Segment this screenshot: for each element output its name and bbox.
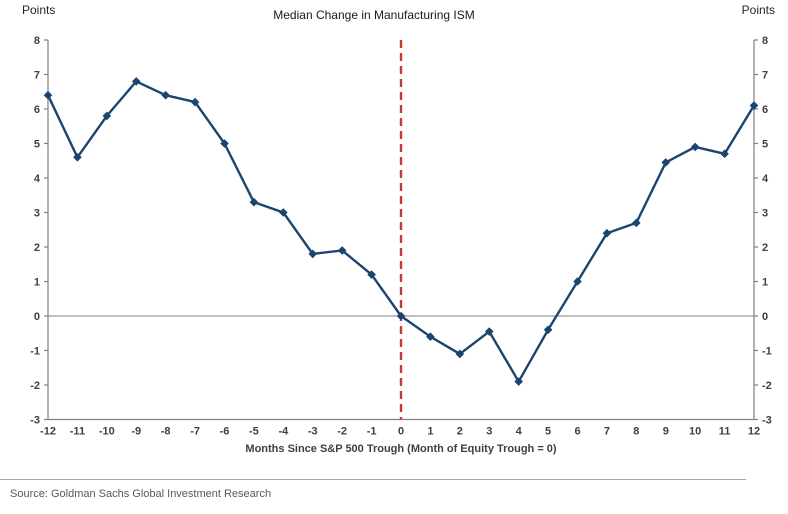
right-axis-tick-label: 1 bbox=[762, 277, 768, 289]
x-axis-tick-label: 6 bbox=[574, 426, 580, 438]
x-axis-tick-label: 1 bbox=[427, 426, 433, 438]
right-axis-tick-label: 3 bbox=[762, 208, 768, 220]
x-axis-tick-label: 4 bbox=[516, 426, 523, 438]
left-axis-tick-label: -2 bbox=[30, 380, 40, 392]
x-axis-tick-label: -1 bbox=[367, 426, 377, 438]
data-point-marker bbox=[308, 249, 318, 259]
data-point-marker bbox=[749, 101, 759, 110]
x-axis-tick-label: 5 bbox=[545, 426, 551, 438]
data-point-marker bbox=[632, 218, 641, 228]
x-axis-tick-label: 11 bbox=[719, 426, 731, 438]
left-axis-tick-label: -1 bbox=[30, 346, 40, 358]
x-axis-tick-label: -6 bbox=[220, 426, 230, 438]
x-axis-tick-label: -10 bbox=[99, 426, 115, 438]
x-axis-tick-label: -2 bbox=[337, 426, 347, 438]
x-axis-tick-label: 0 bbox=[398, 426, 404, 438]
x-axis-tick-label: -5 bbox=[249, 426, 259, 438]
right-axis-tick-label: 0 bbox=[762, 311, 768, 323]
x-axis-tick-label: 2 bbox=[457, 426, 463, 438]
data-point-marker bbox=[602, 228, 612, 238]
x-axis-tick-label: 3 bbox=[486, 426, 492, 438]
data-point-marker bbox=[73, 153, 82, 162]
data-point-marker bbox=[249, 197, 259, 207]
left-axis-tick-label: 8 bbox=[34, 35, 40, 47]
left-axis-tick-label: 4 bbox=[34, 173, 41, 185]
left-axis-tick-label: 2 bbox=[34, 242, 40, 254]
data-point-marker bbox=[220, 139, 229, 148]
data-point-marker bbox=[720, 149, 729, 159]
x-axis-tick-label: 10 bbox=[689, 426, 701, 438]
data-point-marker bbox=[543, 325, 553, 335]
right-axis-tick-label: 2 bbox=[762, 242, 768, 254]
left-axis-tick-label: 7 bbox=[34, 70, 40, 82]
data-point-marker bbox=[396, 311, 406, 321]
data-point-marker bbox=[131, 77, 141, 86]
x-axis-tick-label: 7 bbox=[604, 426, 610, 438]
data-point-marker bbox=[690, 142, 700, 152]
right-axis-tick-label: -1 bbox=[762, 346, 772, 358]
data-point-marker bbox=[279, 208, 288, 217]
data-point-marker bbox=[455, 349, 465, 359]
x-axis-tick-label: 12 bbox=[748, 426, 760, 438]
chart-title: Median Change in Manufacturing ISM bbox=[273, 8, 475, 22]
x-axis-tick-label: -7 bbox=[190, 426, 200, 438]
x-axis-tick-label: -3 bbox=[308, 426, 318, 438]
data-point-marker bbox=[367, 270, 376, 279]
right-axis-tick-label: 7 bbox=[762, 70, 768, 82]
right-axis-tick-label: -3 bbox=[762, 415, 772, 427]
data-point-marker bbox=[661, 158, 671, 167]
data-point-marker bbox=[161, 90, 170, 100]
x-axis-tick-label: -8 bbox=[161, 426, 171, 438]
left-axis-tick-label: 6 bbox=[34, 104, 40, 116]
data-point-marker bbox=[190, 97, 200, 107]
median-ism-change-line bbox=[46, 80, 756, 383]
footer-divider bbox=[0, 479, 746, 480]
data-point-marker bbox=[102, 111, 112, 121]
right-axis-tick-label: 5 bbox=[762, 139, 768, 151]
x-axis-tick-label: -9 bbox=[131, 426, 141, 438]
left-axis-units-label: Points bbox=[22, 3, 56, 17]
x-axis-tick-label: 9 bbox=[663, 426, 669, 438]
right-axis-tick-label: -2 bbox=[762, 380, 772, 392]
left-axis-tick-label: 1 bbox=[34, 277, 40, 289]
x-axis-tick-label: -11 bbox=[70, 426, 85, 438]
data-point-marker bbox=[514, 377, 523, 386]
x-axis-title: Months Since S&P 500 Trough (Month of Eq… bbox=[245, 443, 557, 455]
data-point-marker bbox=[337, 246, 347, 255]
data-point-marker bbox=[573, 277, 582, 286]
x-axis-tick-label: -12 bbox=[40, 426, 56, 438]
left-axis-tick-label: 5 bbox=[34, 139, 40, 151]
x-axis-tick-label: 8 bbox=[633, 426, 639, 438]
data-point-marker bbox=[426, 332, 435, 341]
right-axis-tick-label: 4 bbox=[762, 173, 769, 185]
right-axis-tick-label: 6 bbox=[762, 104, 768, 116]
left-axis-tick-label: 0 bbox=[34, 311, 40, 323]
left-axis-tick-label: -3 bbox=[30, 415, 40, 427]
data-point-marker bbox=[484, 327, 494, 336]
line-chart-canvas: -3 -3-2 -2-1 -10 01 12 23 34 45 56 67 78 8-12 -11 -10-… bbox=[30, 35, 772, 438]
right-axis-units-label: Points bbox=[741, 3, 775, 17]
left-axis-tick-label: 3 bbox=[34, 208, 40, 220]
source-note: Source: Goldman Sachs Global Investment … bbox=[10, 488, 272, 500]
x-axis-tick-label: -4 bbox=[278, 426, 289, 438]
data-point-marker bbox=[43, 90, 53, 100]
right-axis-tick-label: 8 bbox=[762, 35, 768, 47]
